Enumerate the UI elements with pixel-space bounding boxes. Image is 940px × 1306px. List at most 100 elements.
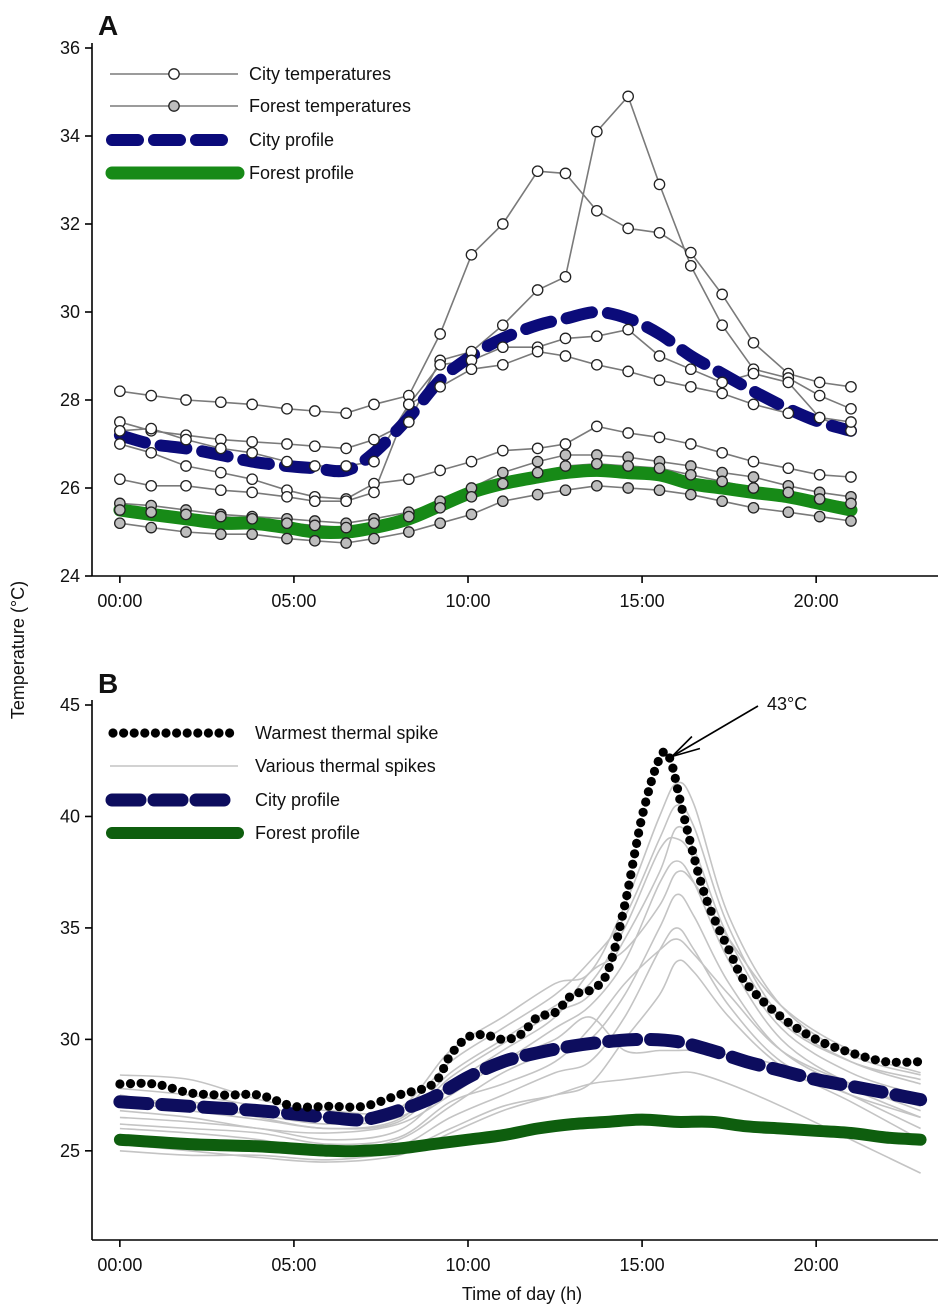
panel-b: B 25 30 35 40 45 00:00 05:00 10:00 15:00 20:00 Wa… <box>60 668 938 1275</box>
panel-b-axes: 25 30 35 40 45 00:00 05:00 10:00 15:00 20:00 <box>60 695 938 1275</box>
forest-temperature-point <box>496 477 509 490</box>
warmest-thermal-spike-point <box>324 1101 334 1111</box>
city-temperature-point <box>246 435 258 448</box>
forest-temperature-point <box>114 517 126 530</box>
warmest-thermal-spike-point <box>302 1102 313 1112</box>
city-temperature-point <box>747 336 760 349</box>
city-temperature-point <box>281 402 293 415</box>
forest-temperature-point <box>246 512 258 525</box>
city-temperature-point <box>180 460 192 472</box>
city-temperature-line <box>119 350 852 503</box>
forest-temperature-point <box>145 521 158 534</box>
warmest-thermal-spike-point <box>682 825 692 835</box>
warmest-thermal-spike-point <box>157 1080 167 1090</box>
city-temperature-point <box>496 444 509 457</box>
warmest-thermal-spike-point <box>626 870 636 880</box>
warmest-thermal-spike-point <box>830 1042 840 1052</box>
city-temperature-point <box>622 323 634 336</box>
warmest-thermal-spike-point <box>613 932 623 942</box>
warmest-thermal-spike-point <box>706 906 716 916</box>
city-temperature-point <box>559 270 572 283</box>
forest-profile-line <box>113 463 858 540</box>
panel-b-letter: B <box>98 668 118 699</box>
panel-a-letter: A <box>98 10 118 41</box>
city-temperature-point <box>246 398 258 411</box>
forest-temperature-point <box>813 493 826 505</box>
legend-warmest-spike-point <box>150 728 160 738</box>
warmest-thermal-spike-point <box>668 763 678 773</box>
warmest-thermal-spike-point <box>241 1089 251 1099</box>
city-temperature-point <box>813 376 826 389</box>
warmest-thermal-spike-point <box>416 1084 427 1094</box>
city-temperature-point <box>653 350 666 362</box>
warmest-thermal-spike-point <box>634 828 644 838</box>
warmest-thermal-spike-point <box>292 1102 302 1112</box>
warmest-thermal-spike-point <box>564 992 575 1002</box>
forest-temperature-point <box>180 526 192 538</box>
legend-warmest-spike-point <box>140 728 150 738</box>
city-temperature-point <box>214 484 227 497</box>
warmest-thermal-spike-point <box>334 1102 344 1112</box>
warmest-thermal-spike-point <box>376 1096 386 1106</box>
warmest-thermal-spike-point <box>693 866 703 876</box>
forest-temperature-point <box>747 482 760 494</box>
city-temperature-point <box>813 468 826 481</box>
panel-a-y-tick-label: 24 <box>60 566 80 586</box>
city-temperature-point <box>590 204 603 217</box>
panel-a-x-tick-label: 10:00 <box>445 591 490 611</box>
panel-b-y-tick-label: 30 <box>60 1029 80 1049</box>
forest-temperature-point <box>716 475 728 488</box>
city-temperature-point <box>496 341 509 354</box>
warmest-thermal-spike-point <box>767 1004 777 1014</box>
panel-a-x-tick-label: 15:00 <box>620 591 665 611</box>
warmest-thermal-spike-point <box>891 1057 901 1067</box>
city-temperature-point <box>368 433 380 446</box>
forest-temperature-point <box>368 532 380 545</box>
warmest-thermal-spike-point <box>860 1052 870 1062</box>
warmest-thermal-spike-point <box>456 1037 466 1047</box>
city-temperature-point <box>716 288 728 301</box>
legend-warmest-spike-point <box>161 728 171 738</box>
forest-temperature-point <box>559 484 572 497</box>
city-temperature-point <box>340 495 352 508</box>
warmest-thermal-spike-point <box>530 1014 540 1024</box>
city-temperature-point <box>747 455 760 468</box>
warmest-thermal-spike-point <box>251 1090 261 1100</box>
city-temperature-point <box>531 345 544 358</box>
warmest-thermal-spike-point <box>558 1000 568 1010</box>
various-thermal-spike-line <box>119 870 921 1125</box>
forest-temperature-point <box>465 508 478 521</box>
city-temperature-point <box>145 479 158 492</box>
city-temperature-point <box>845 471 857 483</box>
legend-label: City temperatures <box>249 64 391 84</box>
y-axis-title: Temperature (°C) <box>8 581 28 719</box>
city-temperature-point <box>590 125 603 138</box>
panel-a: A 24 26 28 30 32 34 36 00:00 05:00 10:00 15:00 20:0… <box>60 10 938 611</box>
city-temperature-point <box>747 367 760 380</box>
warmest-thermal-spike-point <box>443 1054 453 1064</box>
city-temperature-point <box>368 398 380 411</box>
warmest-thermal-spike-point <box>449 1045 459 1055</box>
city-temperature-point <box>281 490 293 503</box>
legend-label: City profile <box>255 790 340 810</box>
panel-b-legend: Warmest thermal spike Various thermal spi… <box>105 723 438 843</box>
city-temperature-point <box>559 167 572 180</box>
city-temperature-point <box>496 319 509 332</box>
forest-temperature-point <box>559 449 572 461</box>
city-temperature-point <box>716 376 728 389</box>
city-temperature-point <box>402 473 415 486</box>
warmest-thermal-spike-point <box>751 990 761 1000</box>
forest-temperature-point <box>368 517 380 530</box>
forest-temperature-point <box>653 462 666 475</box>
city-temperature-point <box>531 165 544 178</box>
city-temperature-point <box>368 486 380 499</box>
annotation-arrow-line <box>671 705 759 758</box>
warmest-thermal-spike-point <box>783 1017 793 1027</box>
city-temperature-point <box>402 416 415 428</box>
legend-city-temperatures-marker <box>168 68 180 80</box>
forest-temperature-point <box>281 532 293 545</box>
warmest-thermal-spike-point <box>643 787 654 797</box>
city-temperature-point <box>281 438 293 450</box>
warmest-thermal-spike-point <box>439 1063 449 1074</box>
warmest-thermal-spike-point <box>486 1031 496 1041</box>
